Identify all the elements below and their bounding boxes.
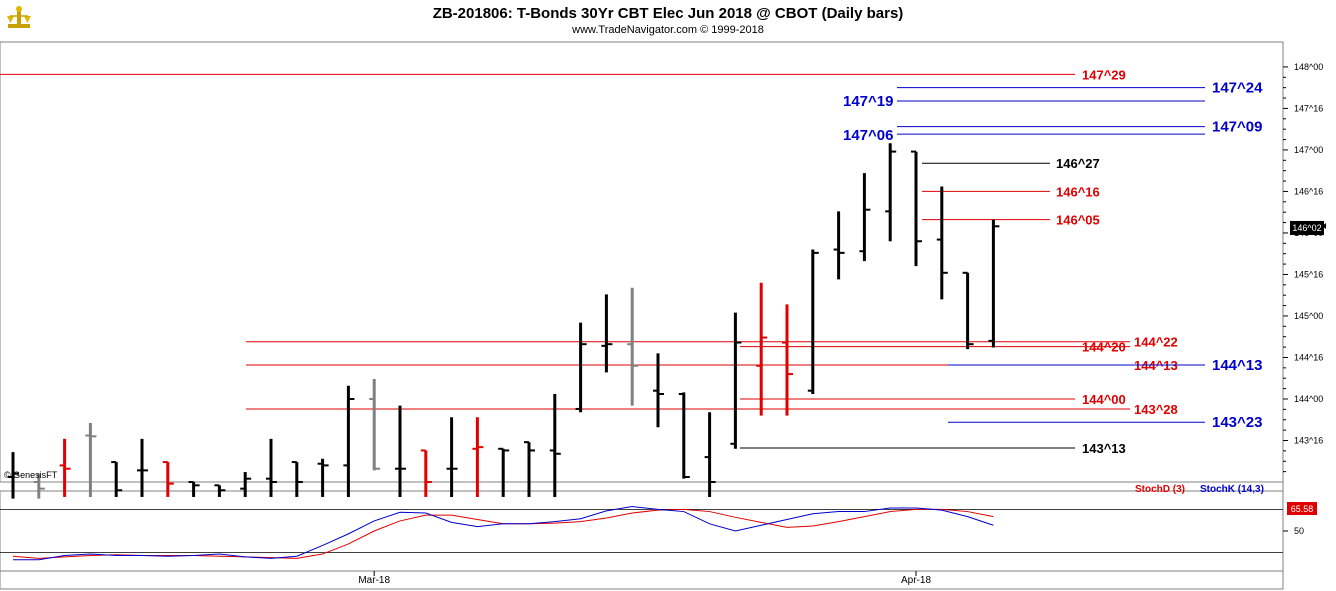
price-pane [0,41,1284,483]
price-bar-38 [988,219,1000,348]
price-bar-35 [911,150,922,267]
price-bar-11 [291,461,303,497]
level-label-4: 147^06 [843,127,893,144]
y-tick-label-9: 143^16 [1294,435,1323,445]
level-label-3: 147^09 [1212,119,1262,136]
bars-layer [8,143,1000,499]
y-tick-label-3: 146^16 [1294,186,1323,196]
price-bar-22 [575,322,587,413]
level-label-2: 147^19 [843,93,893,110]
x-tick-label-0: Mar-18 [358,575,390,586]
y-tick-label-5: 145^16 [1294,269,1323,279]
level-label-13: 143^28 [1134,402,1178,417]
level-label-9: 144^20 [1082,340,1126,355]
y-tick-label-6: 145^00 [1294,311,1323,321]
price-bar-8 [214,484,226,497]
stoch-last-badge: 65.58 [1287,502,1317,515]
watermark: © GenesisFT [4,470,58,480]
price-bar-16 [420,449,432,497]
price-bar-32 [833,211,845,280]
price-bar-10 [266,438,277,497]
price-bar-1 [33,473,45,499]
y-tick-label-8: 144^00 [1294,394,1323,404]
price-bar-3 [85,423,97,497]
level-label-15: 143^13 [1082,441,1126,456]
last-price-badge: 146^02 [1290,220,1324,235]
price-bar-2 [59,438,71,497]
price-bar-24 [627,287,639,406]
chart-subtitle: www.TradeNavigator.com © 1999-2018 [571,24,764,36]
y-tick-label-0: 148^00 [1294,62,1323,72]
price-bar-27 [704,412,716,497]
stoch-last-value: 65.58 [1291,504,1314,514]
level-label-6: 146^16 [1056,184,1100,199]
price-bar-4 [111,461,123,497]
level-label-8: 144^22 [1134,335,1178,350]
price-bar-29 [756,282,768,416]
price-bar-12 [317,458,329,497]
price-bar-30 [782,304,793,416]
price-axis: 148^00147^16147^00146^16146^00145^16145^… [1283,62,1326,473]
price-bar-19 [498,447,510,497]
price-bar-20 [524,441,535,497]
level-label-0: 147^29 [1082,67,1126,82]
price-bar-7 [188,481,200,497]
last-price-label: 146^02 [1292,223,1321,233]
y-tick-label-1: 147^16 [1294,103,1323,113]
level-label-7: 146^05 [1056,213,1100,228]
price-bar-36 [936,186,948,300]
price-bar-31 [807,249,819,394]
price-bar-33 [859,173,871,262]
logo-icon [7,6,31,28]
price-bar-26 [678,392,690,479]
legend-stochk: StochK (14,3) [1200,484,1264,495]
level-label-14: 143^23 [1212,414,1262,431]
price-bar-21 [549,394,561,497]
date-strip [0,570,1284,590]
price-bar-23 [601,294,613,373]
price-bar-18 [472,417,484,497]
stoch-tick-label-0: 50 [1294,526,1304,536]
price-bar-34 [885,143,897,242]
y-tick-label-2: 147^00 [1294,145,1323,155]
price-bar-13 [343,385,355,497]
price-bar-0 [8,452,19,499]
levels-layer: 147^29 147^24 147^19 147^09 147^06 146^27 146^… [0,67,1263,456]
date-axis: Mar-18 Apr-18 [358,571,931,586]
price-bar-37 [962,271,974,350]
x-tick-label-1: Apr-18 [901,575,931,586]
level-label-11: 144^13 [1212,357,1262,374]
stoch-layer: 50 [0,506,1304,561]
y-tick-label-7: 144^16 [1294,352,1323,362]
legend-stochd: StochD (3) [1135,484,1185,495]
price-bar-17 [446,417,458,497]
stoch-pane [0,490,1284,572]
level-label-5: 146^27 [1056,156,1100,171]
price-bar-6 [162,461,174,497]
price-bar-9 [240,472,252,497]
price-bar-25 [653,353,664,428]
price-bar-14 [369,379,381,471]
level-label-1: 147^24 [1212,80,1263,97]
chart-title: ZB-201806: T-Bonds 30Yr CBT Elec Jun 201… [433,5,904,22]
price-bar-15 [395,405,406,497]
level-label-12: 144^00 [1082,392,1126,407]
price-bar-5 [137,438,148,497]
price-bar-28 [730,312,742,449]
stoch-series-1 [13,506,994,561]
